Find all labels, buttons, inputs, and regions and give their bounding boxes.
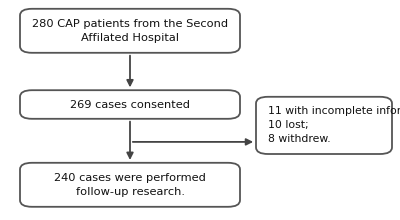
Text: 269 cases consented: 269 cases consented [70,99,190,110]
Text: 11 with incomplete information;
10 lost;
8 withdrew.: 11 with incomplete information; 10 lost;… [268,106,400,144]
Text: 280 CAP patients from the Second
Affilated Hospital: 280 CAP patients from the Second Affilat… [32,19,228,43]
FancyBboxPatch shape [20,163,240,207]
FancyBboxPatch shape [256,97,392,154]
Text: 240 cases were performed
follow-up research.: 240 cases were performed follow-up resea… [54,173,206,197]
FancyBboxPatch shape [20,9,240,53]
FancyBboxPatch shape [20,90,240,119]
